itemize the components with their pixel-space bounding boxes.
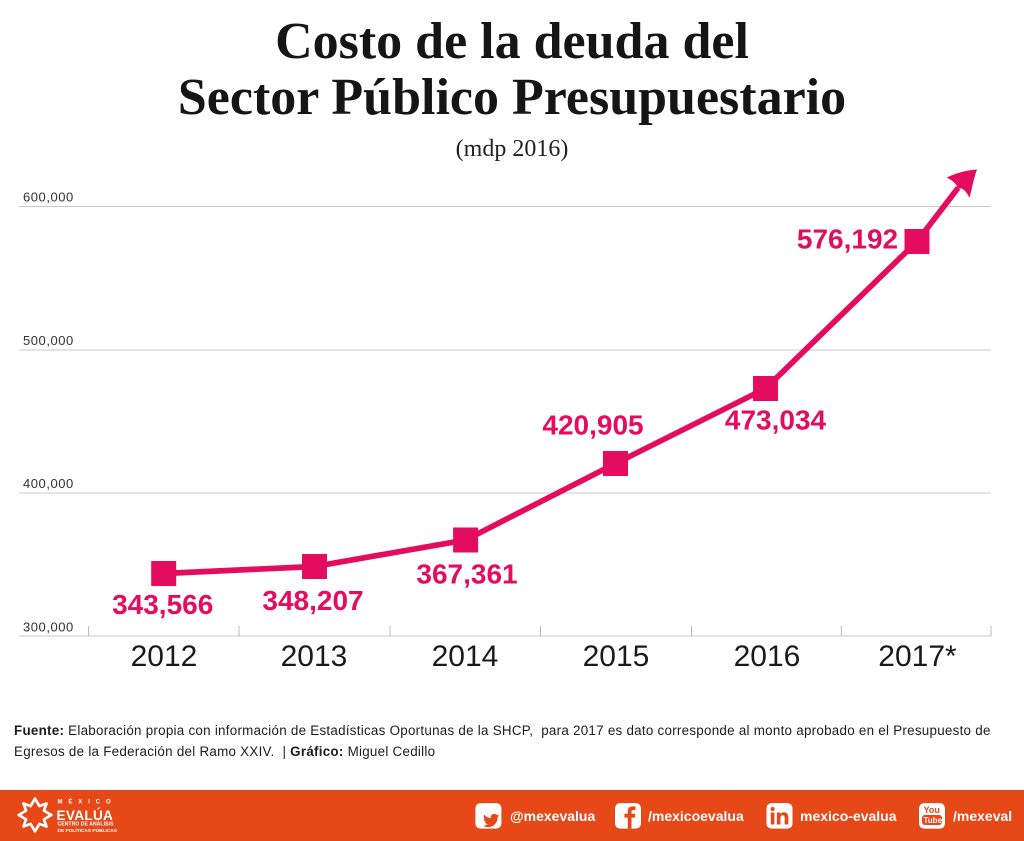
svg-text:576,192: 576,192 xyxy=(797,224,898,255)
svg-text:You: You xyxy=(924,805,940,815)
svg-text:mexico-evalua: mexico-evalua xyxy=(800,808,897,824)
svg-text:473,034: 473,034 xyxy=(725,405,827,436)
svg-text:420,905: 420,905 xyxy=(542,410,643,441)
svg-text:2017*: 2017* xyxy=(878,640,957,673)
svg-text:2016: 2016 xyxy=(734,640,801,673)
svg-text:EVALÚA: EVALÚA xyxy=(57,808,114,823)
svg-text:600,000: 600,000 xyxy=(23,190,74,205)
svg-text:348,207: 348,207 xyxy=(262,585,363,616)
svg-text:@mexevalua: @mexevalua xyxy=(510,808,595,824)
svg-text:Tube: Tube xyxy=(924,816,943,825)
svg-text:CENTRO DE ANÁLISIS: CENTRO DE ANÁLISIS xyxy=(58,820,114,827)
svg-text:MÉXICO: MÉXICO xyxy=(58,798,117,806)
svg-text:/mexeval: /mexeval xyxy=(953,808,1012,824)
svg-text:2013: 2013 xyxy=(281,640,348,673)
svg-text:400,000: 400,000 xyxy=(23,476,74,491)
svg-text:/mexicoevalua: /mexicoevalua xyxy=(648,808,744,824)
svg-text:500,000: 500,000 xyxy=(23,333,74,348)
svg-text:2014: 2014 xyxy=(432,640,499,673)
svg-text:343,566: 343,566 xyxy=(112,589,213,620)
svg-text:DE POLÍTICAS PÚBLICAS: DE POLÍTICAS PÚBLICAS xyxy=(58,826,118,834)
svg-text:300,000: 300,000 xyxy=(23,619,74,634)
svg-text:2012: 2012 xyxy=(131,640,198,673)
svg-text:367,361: 367,361 xyxy=(416,559,517,590)
svg-text:2015: 2015 xyxy=(583,640,650,673)
